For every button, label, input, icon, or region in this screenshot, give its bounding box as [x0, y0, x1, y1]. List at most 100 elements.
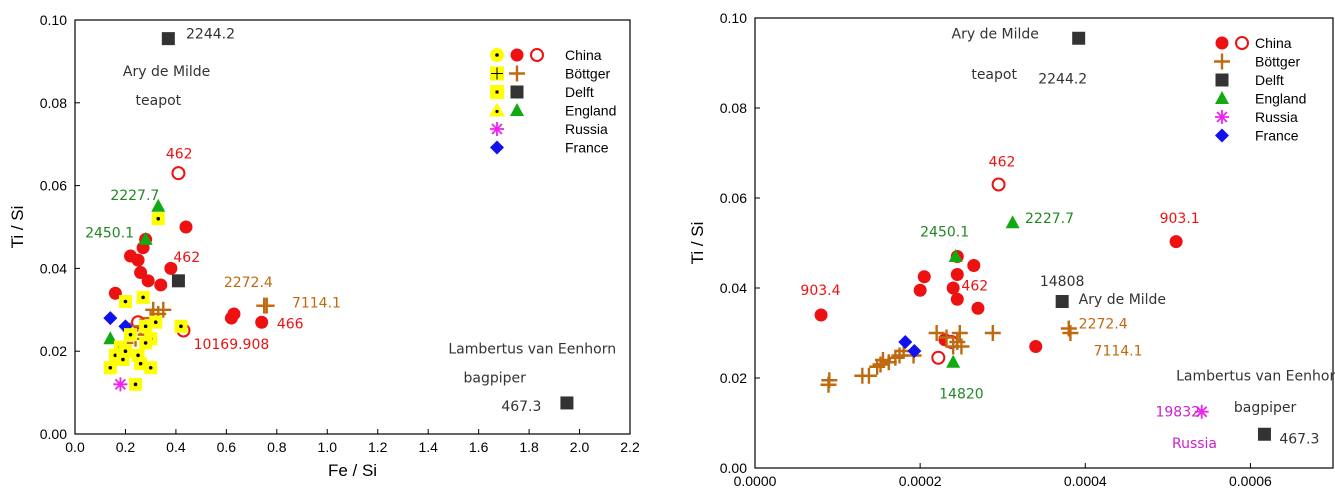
- marker-shape: [950, 268, 964, 281]
- y-tick-label: 0.08: [720, 100, 747, 116]
- marker-shape: [946, 354, 961, 368]
- data-annotation: Lambertus van Eenhorn: [1176, 368, 1335, 384]
- data-point-yellow-square-dot: [136, 290, 150, 304]
- legend-marker: [490, 85, 504, 99]
- marker-shape: [1235, 36, 1249, 50]
- marker-shape: [938, 329, 955, 346]
- data-point-yellow-square-dot: [103, 361, 117, 375]
- marker-shape: [1169, 235, 1183, 249]
- data-point-triangle-green: [103, 331, 118, 345]
- marker-shape: [928, 325, 945, 341]
- x-tick-label: 1.4: [418, 439, 438, 455]
- marker-shape: [510, 48, 524, 62]
- marker-shape: [143, 324, 148, 329]
- marker-shape: [1257, 427, 1271, 441]
- data-point-diamond-blue: [907, 344, 922, 358]
- marker-shape: [1055, 295, 1069, 308]
- data-point-square-black: [1072, 31, 1086, 45]
- data-annotation: 903.1: [1160, 211, 1200, 227]
- data-annotation: 2450.1: [920, 224, 969, 240]
- marker-shape: [1214, 53, 1230, 70]
- marker-shape: [138, 231, 153, 245]
- marker-shape: [913, 283, 927, 297]
- legend-label: France: [1255, 128, 1299, 144]
- marker-shape: [907, 344, 922, 358]
- data-point-circle-filled-red: [131, 253, 145, 267]
- marker-highlight: [489, 102, 505, 117]
- marker-shape: [1215, 91, 1229, 104]
- marker-shape: [103, 331, 118, 345]
- data-point-circle-filled-red: [950, 292, 964, 306]
- data-point-yellow-square-dot: [118, 295, 132, 309]
- data-point-square-black: [1055, 295, 1069, 308]
- marker-shape: [148, 365, 153, 370]
- legend: China Böttger Delft England Russia France: [1214, 35, 1306, 144]
- y-tick-label: 0.06: [720, 190, 747, 206]
- data-point-yellow-square-dot: [118, 344, 132, 358]
- data-point-plus-brown: [928, 325, 945, 341]
- marker-shape: [953, 338, 970, 355]
- legend-label: Russia: [1255, 109, 1298, 125]
- legend-marker: [489, 102, 505, 117]
- data-annotation: Ary de Milde: [952, 26, 1039, 42]
- marker-shape: [179, 220, 193, 234]
- marker-shape: [131, 253, 145, 267]
- legend-marker: [510, 103, 524, 116]
- legend-marker: [1215, 36, 1229, 50]
- y-tick-label: 0.08: [40, 95, 67, 111]
- data-annotation: Ary de Milde: [1079, 292, 1166, 308]
- marker-shape: [1215, 128, 1229, 143]
- legend-label: England: [1255, 91, 1306, 107]
- legend-label: Russia: [565, 121, 608, 137]
- marker-shape: [495, 109, 499, 114]
- data-point-circle-filled-red: [1169, 235, 1183, 249]
- data-point-circle-filled-red: [134, 266, 148, 280]
- y-axis-label: Ti / Si: [688, 222, 707, 265]
- data-point-yellow-square-dot: [174, 319, 188, 333]
- data-annotation: bagpiper: [1234, 400, 1297, 416]
- marker-shape: [133, 382, 138, 387]
- legend-label: Delft: [565, 84, 594, 100]
- y-axis-label: Ti / Si: [8, 206, 27, 249]
- y-tick-label: 0.00: [40, 426, 67, 442]
- data-annotation: 2244.2: [186, 27, 235, 43]
- data-annotation: 467.3: [501, 399, 541, 415]
- data-annotation: 462: [989, 155, 1016, 171]
- marker-shape: [128, 332, 133, 337]
- data-point-yellow-square-dot: [129, 377, 143, 391]
- data-point-circle-open-red: [991, 177, 1006, 192]
- x-tick-label: 0.0000: [734, 473, 777, 489]
- data-point-circle-filled-red: [108, 286, 122, 300]
- marker-shape: [898, 335, 913, 349]
- data-annotation: Ary de Milde: [123, 64, 210, 80]
- data-point-yellow-square-dot: [131, 348, 145, 362]
- marker-shape: [154, 278, 168, 292]
- data-annotation: 466: [277, 316, 304, 332]
- data-point-plus-brown: [953, 338, 970, 355]
- data-annotation: Russia: [1172, 436, 1217, 452]
- legend-label: England: [565, 103, 616, 119]
- data-point-square-black: [171, 274, 185, 288]
- marker-shape: [141, 274, 155, 288]
- data-point-triangle-green: [138, 231, 153, 245]
- legend-label: France: [565, 140, 609, 156]
- marker-shape: [1029, 340, 1043, 353]
- data-point-plus-brown: [887, 349, 904, 366]
- legend-label: China: [565, 47, 602, 63]
- marker-shape: [113, 353, 118, 358]
- data-annotation: 2244.2: [1038, 71, 1087, 87]
- data-point-plus-brown: [821, 372, 838, 389]
- data-annotation: teapot: [136, 93, 182, 109]
- x-tick-label: 0.0002: [899, 473, 942, 489]
- data-point-plus-brown: [1062, 325, 1079, 341]
- chart-panel-2: 0.0000 0.0002 0.0004 0.0006 0.00 0.02 0.04 0.06…: [688, 10, 1335, 489]
- data-annotation: 462: [173, 250, 200, 266]
- data-point-plus-brown: [951, 325, 968, 341]
- data-point-circle-filled-red: [967, 259, 981, 272]
- x-tick-label: 0.0004: [1064, 473, 1107, 489]
- marker-shape: [509, 65, 525, 82]
- x-tick-label: 1.6: [469, 439, 489, 455]
- legend-marker: [1215, 73, 1229, 87]
- data-point-circle-filled-red: [917, 270, 931, 284]
- legend-marker: [490, 122, 504, 136]
